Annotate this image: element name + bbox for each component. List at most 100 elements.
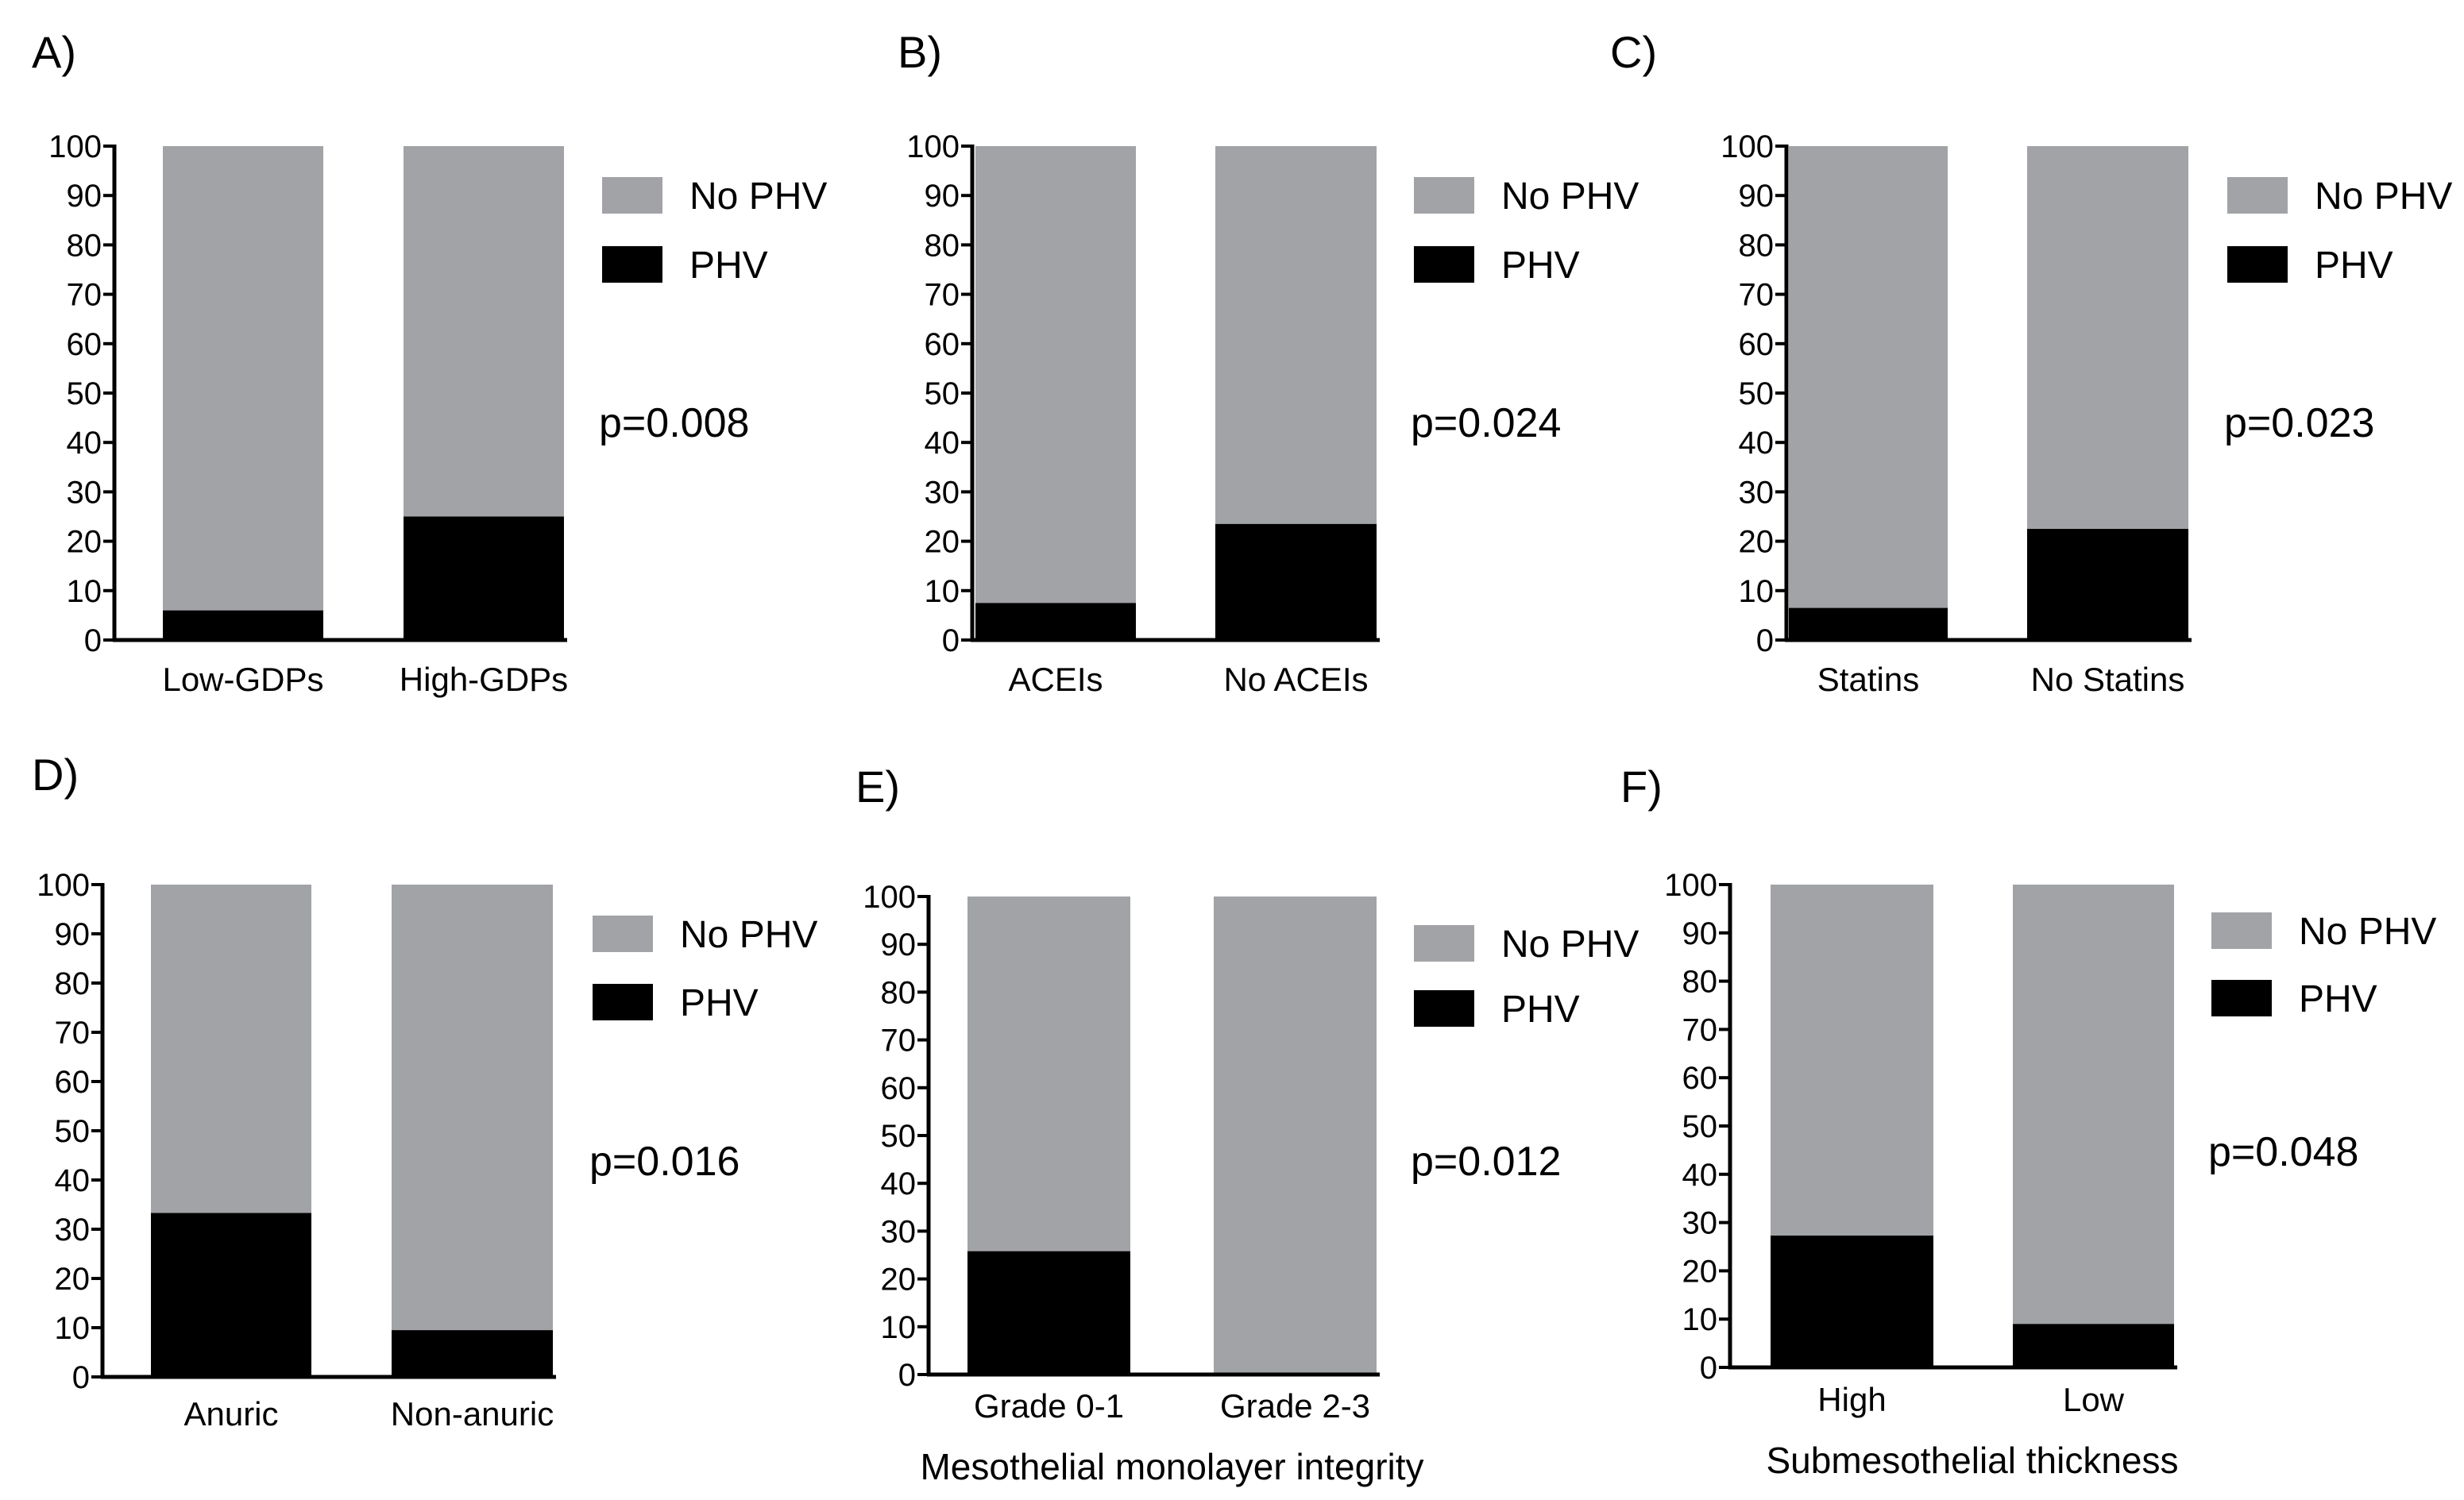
bar-phv <box>975 603 1136 640</box>
legend-swatch <box>2211 912 2272 949</box>
p-value-annotation: p=0.016 <box>589 1139 740 1185</box>
y-tick-label: 70 <box>55 1016 91 1051</box>
category-label: Statins <box>1817 661 1919 698</box>
y-tick-label: 90 <box>1739 179 1775 214</box>
chart-panel-6: F) High Low 0 10 20 30 40 50 60 70 80 90 100 No PHV PHV… <box>1620 762 2436 1481</box>
bar-phv <box>392 1330 553 1377</box>
legend-swatch <box>1414 177 1474 214</box>
y-tick-label: 80 <box>55 966 91 1001</box>
category-label: High <box>1817 1381 1886 1418</box>
y-tick-label: 60 <box>67 327 102 362</box>
legend-label: PHV <box>2299 978 2377 1020</box>
y-tick-label: 60 <box>1682 1061 1718 1096</box>
panel-letter: F) <box>1620 762 1663 812</box>
legend-swatch <box>2227 246 2288 283</box>
y-tick-label: 50 <box>1682 1109 1718 1144</box>
y-tick-label: 10 <box>67 574 102 609</box>
y-tick-label: 10 <box>55 1311 91 1346</box>
bar-no-phv <box>2027 146 2188 530</box>
legend-label: PHV <box>1501 245 1580 287</box>
y-tick-label: 90 <box>1682 916 1718 951</box>
y-tick-label: 40 <box>925 426 960 461</box>
bar-no-phv <box>2013 885 2174 1325</box>
chart-panel-5: E) Grade 0-1 Grade 2-3 0 10 20 30 40 50 60 70 80 90 1… <box>855 762 1639 1487</box>
p-value-annotation: p=0.024 <box>1411 400 1561 446</box>
y-tick-label: 20 <box>67 525 102 560</box>
panel-letter: E) <box>855 762 900 812</box>
legend-label: PHV <box>1501 989 1580 1031</box>
y-tick-label: 80 <box>67 228 102 263</box>
bar-phv <box>163 610 323 640</box>
y-tick-label: 60 <box>55 1065 91 1100</box>
legend-label: PHV <box>689 245 768 287</box>
y-tick-label: 10 <box>1682 1302 1718 1337</box>
legend-label: No PHV <box>1501 924 1639 966</box>
y-tick-label: 70 <box>925 278 960 313</box>
category-label: Low <box>2063 1381 2125 1418</box>
y-tick-label: 0 <box>84 623 102 658</box>
y-tick-label: 70 <box>881 1024 917 1058</box>
y-tick-label: 70 <box>1739 278 1775 313</box>
bar-phv <box>404 516 564 640</box>
chart-panel-1: A) Low-GDPs High-GDPs 0 10 20 30 40 50 60 70 80 90 10… <box>32 27 827 698</box>
y-tick-label: 100 <box>1664 868 1717 903</box>
y-tick-label: 50 <box>67 376 102 411</box>
legend-label: No PHV <box>2299 911 2436 953</box>
legend-swatch <box>602 246 662 283</box>
bar-no-phv <box>967 897 1130 1251</box>
legend-swatch <box>1414 246 1474 283</box>
legend-label: No PHV <box>2315 175 2452 218</box>
y-tick-label: 20 <box>1739 525 1775 560</box>
legend-swatch <box>2211 980 2272 1016</box>
category-label: No Statins <box>2031 661 2185 698</box>
chart-panel-4: D) Anuric Non-anuric 0 10 20 30 40 50 60 70 80 90 100… <box>32 750 817 1433</box>
y-tick-label: 20 <box>55 1262 91 1297</box>
legend-swatch <box>593 916 653 952</box>
y-tick-label: 90 <box>925 179 960 214</box>
y-tick-label: 100 <box>48 129 102 164</box>
y-tick-label: 0 <box>1700 1351 1717 1386</box>
y-tick-label: 100 <box>1721 129 1774 164</box>
y-tick-label: 50 <box>881 1119 917 1154</box>
y-tick-label: 30 <box>1682 1206 1718 1241</box>
y-tick-label: 30 <box>67 475 102 510</box>
y-tick-label: 50 <box>1739 376 1775 411</box>
legend-swatch <box>1414 990 1474 1027</box>
legend-swatch <box>1414 925 1474 962</box>
legend-label: No PHV <box>689 175 827 218</box>
panel-letter: B) <box>898 27 942 77</box>
y-tick-label: 0 <box>898 1358 916 1393</box>
y-tick-label: 20 <box>1682 1254 1718 1289</box>
y-tick-label: 10 <box>1739 574 1775 609</box>
y-tick-label: 0 <box>942 623 960 658</box>
bar-no-phv <box>1771 885 1933 1236</box>
y-tick-label: 10 <box>881 1310 917 1345</box>
y-tick-label: 30 <box>881 1214 917 1249</box>
category-label: Grade 2-3 <box>1220 1387 1370 1425</box>
bar-no-phv <box>1215 146 1377 524</box>
y-tick-label: 60 <box>1739 327 1775 362</box>
p-value-annotation: p=0.008 <box>599 400 749 446</box>
bar-no-phv <box>404 146 564 517</box>
x-axis-title: Mesothelial monolayer integrity <box>920 1446 1423 1487</box>
panel-letter: A) <box>32 27 76 77</box>
y-tick-label: 90 <box>881 927 917 962</box>
legend-swatch <box>2227 177 2288 214</box>
y-tick-label: 40 <box>1739 426 1775 461</box>
y-tick-label: 50 <box>925 376 960 411</box>
panel-letter: D) <box>32 750 79 800</box>
bar-no-phv <box>151 885 311 1213</box>
x-axis-title: Submesothelial thickness <box>1766 1440 2178 1481</box>
chart-panel-2: B) ACEIs No ACEIs 0 10 20 30 40 50 60 70 80 90 100 No … <box>898 27 1639 698</box>
bar-phv <box>967 1251 1130 1375</box>
bar-no-phv <box>1214 897 1377 1375</box>
legend-label: PHV <box>2315 245 2393 287</box>
legend-swatch <box>593 984 653 1020</box>
category-label: High-GDPs <box>400 661 568 698</box>
bar-phv <box>1215 523 1377 640</box>
category-label: ACEIs <box>1008 661 1103 698</box>
bar-phv <box>151 1213 311 1377</box>
y-tick-label: 30 <box>55 1213 91 1247</box>
y-tick-label: 70 <box>1682 1012 1718 1047</box>
